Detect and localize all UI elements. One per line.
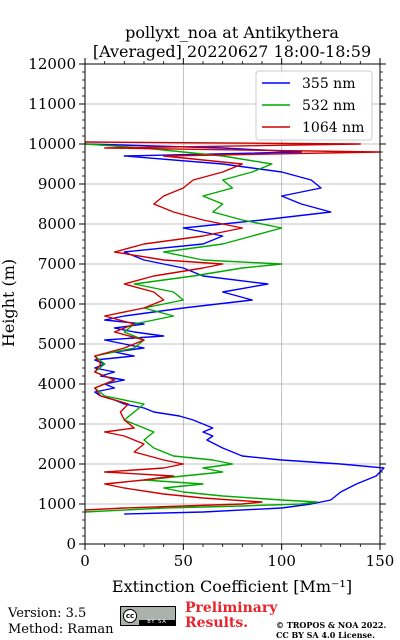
y-tick-label: 3000 xyxy=(38,415,76,433)
copyright-line-1: © TROPOS & NOA 2022. xyxy=(276,620,387,630)
axes xyxy=(79,58,386,550)
legend-label-0: 355 nm xyxy=(302,76,355,92)
x-tick-label: 0 xyxy=(80,552,90,570)
x-tick-label: 50 xyxy=(174,552,193,570)
x-axis-label: Extinction Coefficient [Mm⁻¹] xyxy=(112,577,352,596)
legend-label-2: 1064 nm xyxy=(302,120,364,136)
chart-title: pollyxt_noa at Antikythera xyxy=(125,23,339,42)
version-label: Version: 3.5 xyxy=(8,606,87,621)
legend-box xyxy=(255,70,373,141)
cc-symbol-icon: cc xyxy=(123,609,137,623)
extinction-profile-chart: pollyxt_noa at Antikythera [Averaged] 20… xyxy=(0,23,394,596)
chart-subtitle: [Averaged] 20220627 18:00-18:59 xyxy=(93,42,371,61)
x-tick-label: 150 xyxy=(366,552,395,570)
data-series xyxy=(84,141,385,515)
y-tick-label: 5000 xyxy=(38,335,76,353)
x-tick-label: 100 xyxy=(267,552,296,570)
legend: 355 nm 532 nm 1064 nm xyxy=(255,70,373,141)
copyright-note: © TROPOS & NOA 2022. CC BY SA 4.0 Licens… xyxy=(276,620,386,640)
y-tick-label: 1000 xyxy=(38,495,76,513)
results-label: Results. xyxy=(185,615,249,631)
legend-label-1: 532 nm xyxy=(302,98,355,114)
preliminary-results-note: Preliminary Results. xyxy=(185,601,277,631)
y-tick-label: 2000 xyxy=(38,455,76,473)
y-tick-label: 11000 xyxy=(28,95,76,113)
y-tick-label: 4000 xyxy=(38,375,76,393)
copyright-line-2: CC BY SA 4.0 License. xyxy=(276,630,375,640)
y-tick-label: 9000 xyxy=(38,175,76,193)
series-line-2 xyxy=(84,141,381,511)
preliminary-label: Preliminary xyxy=(185,600,278,616)
y-tick-label: 10000 xyxy=(28,135,76,153)
y-tick-label: 0 xyxy=(66,535,76,553)
y-tick-label: 8000 xyxy=(38,215,76,233)
cc-letters: BY SA xyxy=(147,619,167,625)
method-label: Method: Raman xyxy=(8,622,114,637)
cc-license-icon: cc BY SA xyxy=(120,606,176,626)
y-tick-label: 6000 xyxy=(38,295,76,313)
series-line-0 xyxy=(84,143,385,515)
y-tick-label: 12000 xyxy=(28,55,76,73)
tick-labels: 0 50 100 150 0 1000 2000 3000 4000 5000 6000 7000 80… xyxy=(28,55,394,570)
y-axis-label: Height (m) xyxy=(0,259,18,347)
cc-letters-bar: BY SA xyxy=(139,620,175,625)
y-tick-label: 7000 xyxy=(38,255,76,273)
series-line-1 xyxy=(84,143,318,513)
